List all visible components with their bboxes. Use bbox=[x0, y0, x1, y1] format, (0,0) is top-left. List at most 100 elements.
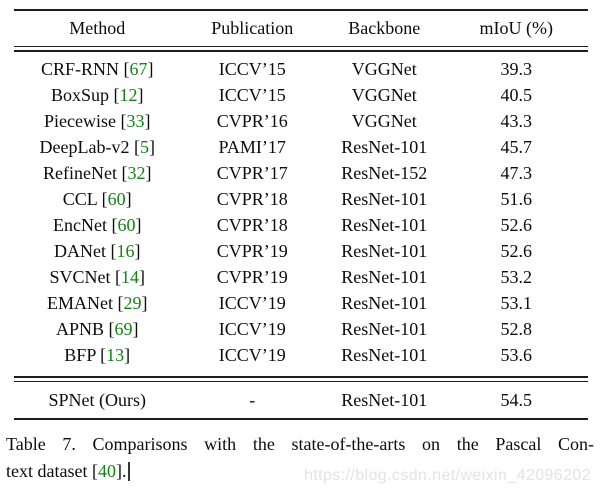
publication-cell: ICCV’15 bbox=[218, 85, 286, 106]
table-row: DANet [16] CVPR’19 ResNet-101 52.6 bbox=[14, 239, 588, 265]
citation-bracket: ] bbox=[125, 189, 132, 210]
method-name: DeepLab-v2 [ bbox=[39, 137, 140, 158]
method-cell: SPNet (Ours) bbox=[48, 389, 146, 410]
caption-text: text dataset [ bbox=[6, 461, 98, 481]
miou-cell: 40.5 bbox=[500, 85, 532, 106]
publication-cell: CVPR’18 bbox=[216, 215, 288, 236]
method-cell: DANet [16] bbox=[14, 241, 180, 262]
method-name: EMANet [ bbox=[46, 293, 124, 314]
citation-number: 16 bbox=[116, 241, 135, 262]
miou-cell: 45.7 bbox=[500, 137, 532, 158]
publication-cell: CVPR’16 bbox=[216, 111, 288, 132]
publication-cell: ICCV’19 bbox=[218, 293, 286, 314]
citation-number: 32 bbox=[127, 163, 146, 184]
caption-citation: 40 bbox=[97, 461, 116, 481]
publication-cell: - bbox=[249, 389, 256, 410]
table-bottom-rule bbox=[14, 418, 588, 420]
method-cell: CCL [60] bbox=[14, 189, 180, 210]
table-header-row: Method Publication Backbone mIoU (%) bbox=[14, 11, 588, 46]
method-cell: CRF-RNN [67] bbox=[14, 59, 180, 80]
backbone-cell: VGGNet bbox=[351, 59, 417, 80]
method-name: BoxSup [ bbox=[50, 85, 120, 106]
watermark: https://blog.csdn.net/weixin_42096202 bbox=[304, 467, 591, 484]
citation-number: 60 bbox=[107, 189, 126, 210]
column-header-publication: Publication bbox=[211, 17, 294, 38]
backbone-cell: ResNet-101 bbox=[341, 267, 428, 288]
header-separator-double-rule bbox=[14, 45, 588, 52]
miou-cell: 52.6 bbox=[500, 241, 532, 262]
caption-line-1: Table 7. Comparisons with the state-of-t… bbox=[6, 434, 594, 454]
table-row: DeepLab-v2 [5] PAMI’17 ResNet-101 45.7 bbox=[14, 135, 588, 161]
body-separator-double-rule bbox=[14, 375, 588, 383]
table-row: EncNet [60] CVPR’18 ResNet-101 52.6 bbox=[14, 213, 588, 239]
backbone-cell: ResNet-101 bbox=[341, 215, 428, 236]
backbone-cell: VGGNet bbox=[351, 111, 417, 132]
miou-cell: 53.2 bbox=[500, 267, 532, 288]
column-header-backbone: Backbone bbox=[348, 17, 421, 38]
publication-cell: ICCV’15 bbox=[218, 59, 286, 80]
table-top-rule bbox=[14, 9, 588, 11]
citation-number: 33 bbox=[126, 111, 145, 132]
table-caption: Table 7. Comparisons with the state-of-t… bbox=[6, 431, 594, 485]
caption-text-end: ]. bbox=[115, 461, 127, 481]
method-name: APNB [ bbox=[55, 319, 115, 340]
method-cell: BoxSup [12] bbox=[14, 85, 180, 106]
miou-cell: 51.6 bbox=[500, 189, 532, 210]
table-row: CCL [60] CVPR’18 ResNet-101 51.6 bbox=[14, 187, 588, 213]
table-row: Piecewise [33] CVPR’16 VGGNet 43.3 bbox=[14, 109, 588, 135]
results-table: Method Publication Backbone mIoU (%) CRF… bbox=[14, 9, 588, 420]
backbone-cell: ResNet-101 bbox=[341, 137, 428, 158]
method-name: DANet [ bbox=[53, 241, 117, 262]
backbone-cell: ResNet-101 bbox=[341, 345, 428, 366]
miou-cell: 52.6 bbox=[500, 215, 532, 236]
table-row: BoxSup [12] ICCV’15 VGGNet 40.5 bbox=[14, 83, 588, 109]
method-name: Piecewise [ bbox=[43, 111, 127, 132]
method-name: BFP [ bbox=[64, 345, 107, 366]
citation-number: 14 bbox=[120, 267, 139, 288]
miou-cell: 47.3 bbox=[500, 163, 532, 184]
backbone-cell: ResNet-152 bbox=[341, 163, 428, 184]
backbone-cell: ResNet-101 bbox=[341, 189, 428, 210]
citation-bracket: ] bbox=[141, 293, 148, 314]
method-cell: BFP [13] bbox=[14, 345, 180, 366]
citation-bracket: ] bbox=[145, 163, 152, 184]
miou-cell: 53.1 bbox=[500, 293, 532, 314]
backbone-cell: ResNet-101 bbox=[341, 293, 428, 314]
publication-cell: PAMI’17 bbox=[218, 137, 286, 158]
citation-number: 12 bbox=[119, 85, 138, 106]
method-name: EncNet [ bbox=[52, 215, 118, 236]
publication-cell: ICCV’19 bbox=[218, 345, 286, 366]
method-name: CRF-RNN [ bbox=[40, 59, 130, 80]
method-cell: RefineNet [32] bbox=[14, 163, 180, 184]
backbone-cell: ResNet-101 bbox=[341, 319, 428, 340]
method-cell: Piecewise [33] bbox=[14, 111, 180, 132]
publication-cell: CVPR’19 bbox=[216, 241, 288, 262]
publication-cell: CVPR’18 bbox=[216, 189, 288, 210]
miou-cell: 52.8 bbox=[500, 319, 532, 340]
table-row-spnet: SPNet (Ours) - ResNet-101 54.5 bbox=[14, 382, 588, 418]
caption-line-2: text dataset [40]. bbox=[6, 458, 594, 485]
backbone-cell: ResNet-101 bbox=[341, 241, 428, 262]
table-row: BFP [13] ICCV’19 ResNet-101 53.6 bbox=[14, 343, 588, 369]
method-name: RefineNet [ bbox=[42, 163, 128, 184]
table-row: APNB [69] ICCV’19 ResNet-101 52.8 bbox=[14, 317, 588, 343]
method-cell: DeepLab-v2 [5] bbox=[14, 137, 180, 158]
table-row: SVCNet [14] CVPR’19 ResNet-101 53.2 bbox=[14, 265, 588, 291]
publication-cell: ICCV’19 bbox=[218, 319, 286, 340]
table-row: EMANet [29] ICCV’19 ResNet-101 53.1 bbox=[14, 291, 588, 317]
column-header-miou: mIoU (%) bbox=[479, 17, 553, 38]
text-cursor bbox=[128, 462, 131, 481]
column-header-method: Method bbox=[69, 17, 126, 38]
citation-bracket: ] bbox=[132, 319, 139, 340]
method-cell: EncNet [60] bbox=[14, 215, 180, 236]
citation-bracket: ] bbox=[138, 267, 145, 288]
method-name: SVCNet [ bbox=[49, 267, 121, 288]
citation-number: 13 bbox=[106, 345, 125, 366]
table-body: CRF-RNN [67] ICCV’15 VGGNet 39.3 BoxSup [12]… bbox=[14, 52, 588, 376]
citation-bracket: ] bbox=[135, 215, 142, 236]
citation-bracket: ] bbox=[148, 137, 155, 158]
method-cell: APNB [69] bbox=[14, 319, 180, 340]
citation-number: 67 bbox=[129, 59, 148, 80]
citation-bracket: ] bbox=[137, 85, 144, 106]
